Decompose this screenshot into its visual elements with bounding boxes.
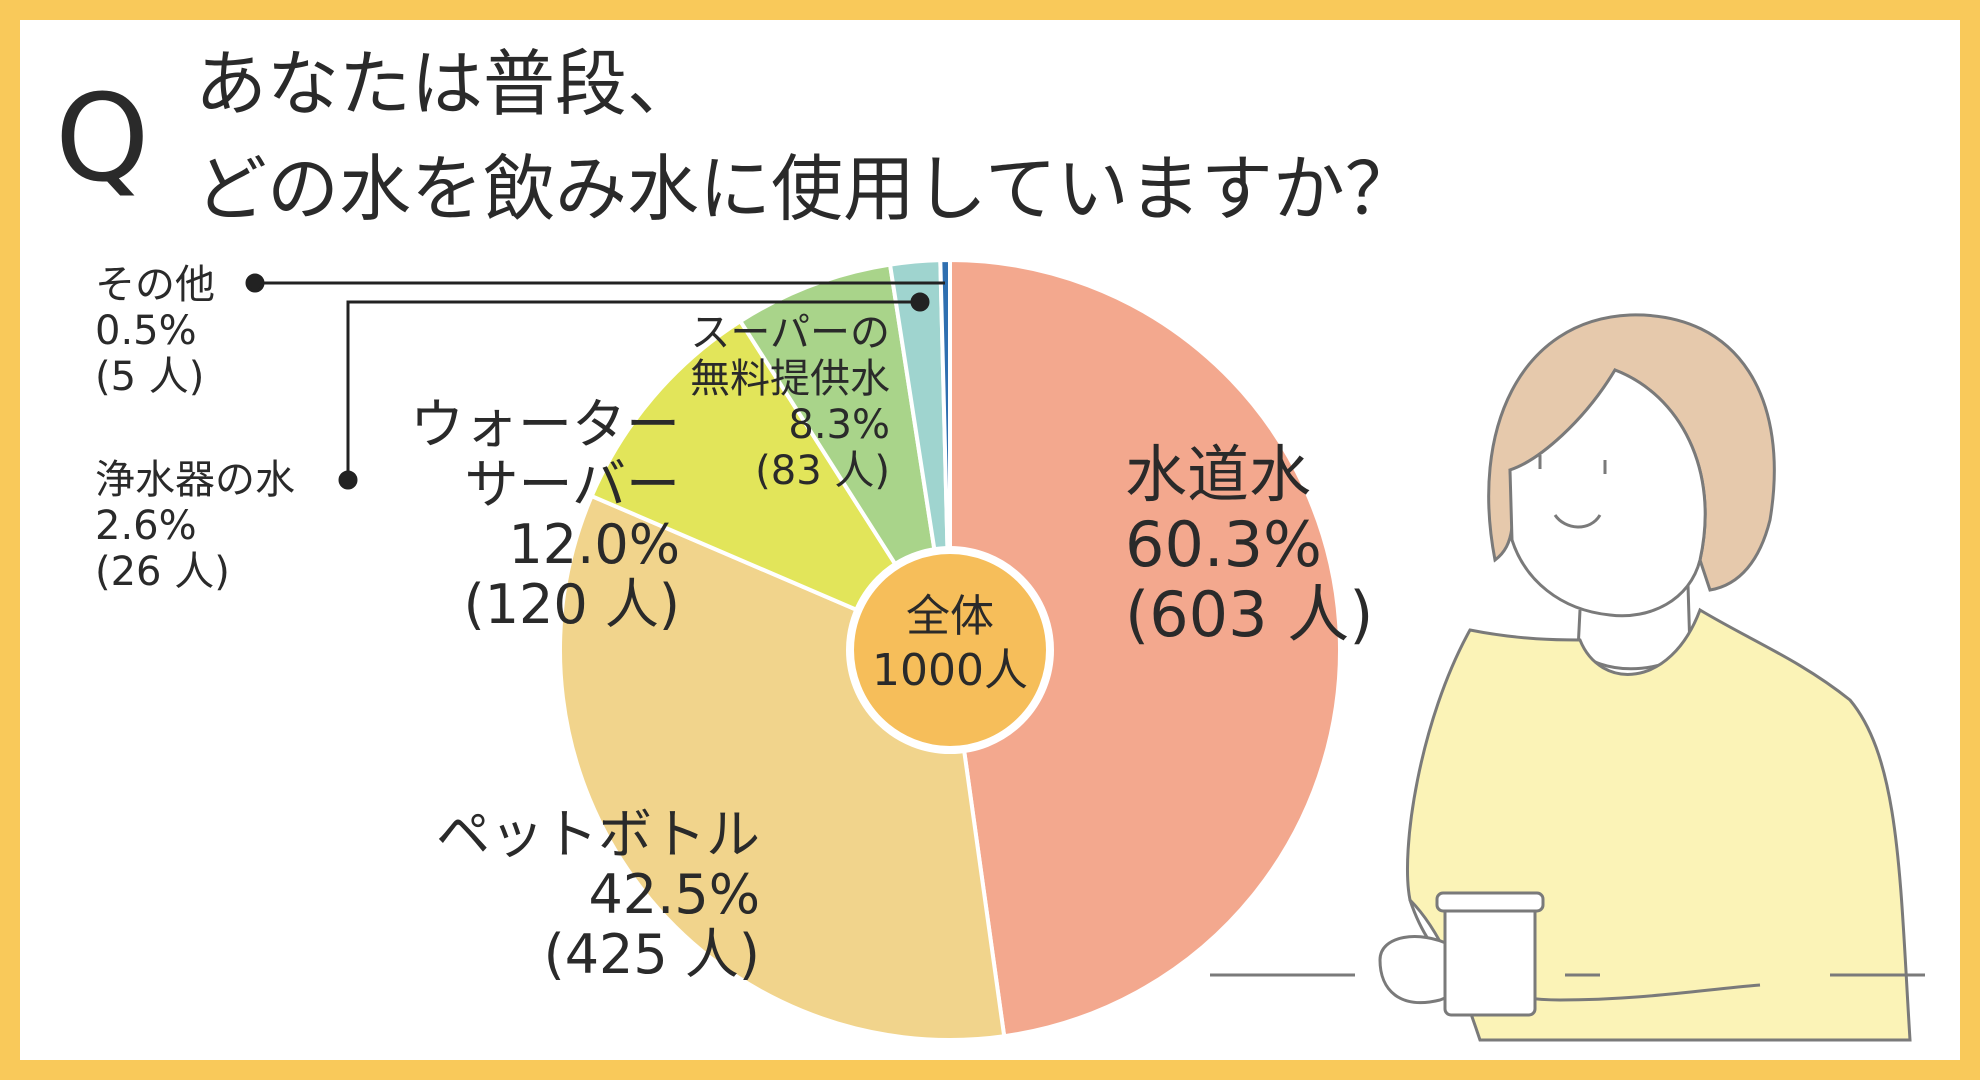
- slice-percent-other: 0.5%: [95, 308, 197, 354]
- slice-name-bottle: ペットボトル: [436, 803, 760, 866]
- question-mark-q: Q: [55, 70, 150, 209]
- slice-name-other: その他: [95, 262, 215, 308]
- mouth-shape: [1553, 514, 1602, 529]
- slice-label-other: その他 0.5% (5 人): [95, 262, 215, 400]
- slice-name-tap: 水道水: [1125, 438, 1312, 511]
- slice-name-purifier: 浄水器の水: [95, 457, 295, 503]
- slice-name-super-line2: 無料提供水: [690, 356, 890, 402]
- slice-percent-bottle: 42.5%: [588, 863, 760, 926]
- slice-name-server-line2: サーバー: [464, 453, 680, 516]
- center-label-line1: 全体: [906, 591, 994, 642]
- center-label-line2: 1000人: [872, 645, 1028, 696]
- slice-label-purifier: 浄水器の水 2.6% (26 人): [95, 457, 295, 595]
- slice-count-tap: (603 人): [1125, 578, 1374, 651]
- pie-slice-super: [737, 262, 952, 652]
- question-title-line1: あなたは普段、: [195, 42, 700, 126]
- slice-count-super: (83 人): [755, 448, 890, 494]
- slice-label-bottle: ペットボトル 42.5% (425 人): [380, 805, 760, 985]
- slice-percent-purifier: 2.6%: [95, 503, 197, 549]
- slice-name-super-line1: スーパーの: [690, 310, 890, 356]
- slice-name-server-line1: ウォーター: [410, 393, 680, 456]
- leader-lines: [245, 273, 945, 490]
- question-title-line2: どの水を飲み水に使用していますか？: [195, 147, 1417, 231]
- slice-percent-tap: 60.3%: [1125, 508, 1322, 581]
- slice-label-server: ウォーター サーバー 12.0% (120 人): [370, 395, 680, 635]
- coffee-cup-icon: [1443, 903, 1537, 1017]
- leader-line-purifier: [346, 300, 925, 480]
- leader-dot-purifier-end: [910, 292, 930, 312]
- slice-label-tap: 水道水 60.3% (603 人): [1125, 440, 1373, 650]
- slice-count-purifier: (26 人): [95, 549, 230, 595]
- face-shape: [1508, 368, 1707, 618]
- center-total-circle: [846, 546, 1054, 754]
- slice-percent-super: 8.3%: [788, 402, 890, 448]
- slice-label-super: スーパーの 無料提供水 8.3% (83 人): [640, 310, 890, 494]
- coffee-cup-lid-icon: [1435, 891, 1545, 913]
- pie-slice-tap: [948, 257, 1342, 1039]
- leader-dot-purifier: [338, 470, 358, 490]
- center-label: 全体 1000人: [850, 590, 1050, 698]
- woman-illustration: [1210, 313, 1925, 1042]
- slice-percent-server: 12.0%: [508, 513, 680, 576]
- leader-dot-other: [245, 273, 265, 293]
- slice-count-server: (120 人): [463, 573, 680, 636]
- slice-count-other: (5 人): [95, 354, 205, 400]
- pie-slice-server: [589, 318, 956, 655]
- slice-count-bottle: (425 人): [543, 923, 760, 986]
